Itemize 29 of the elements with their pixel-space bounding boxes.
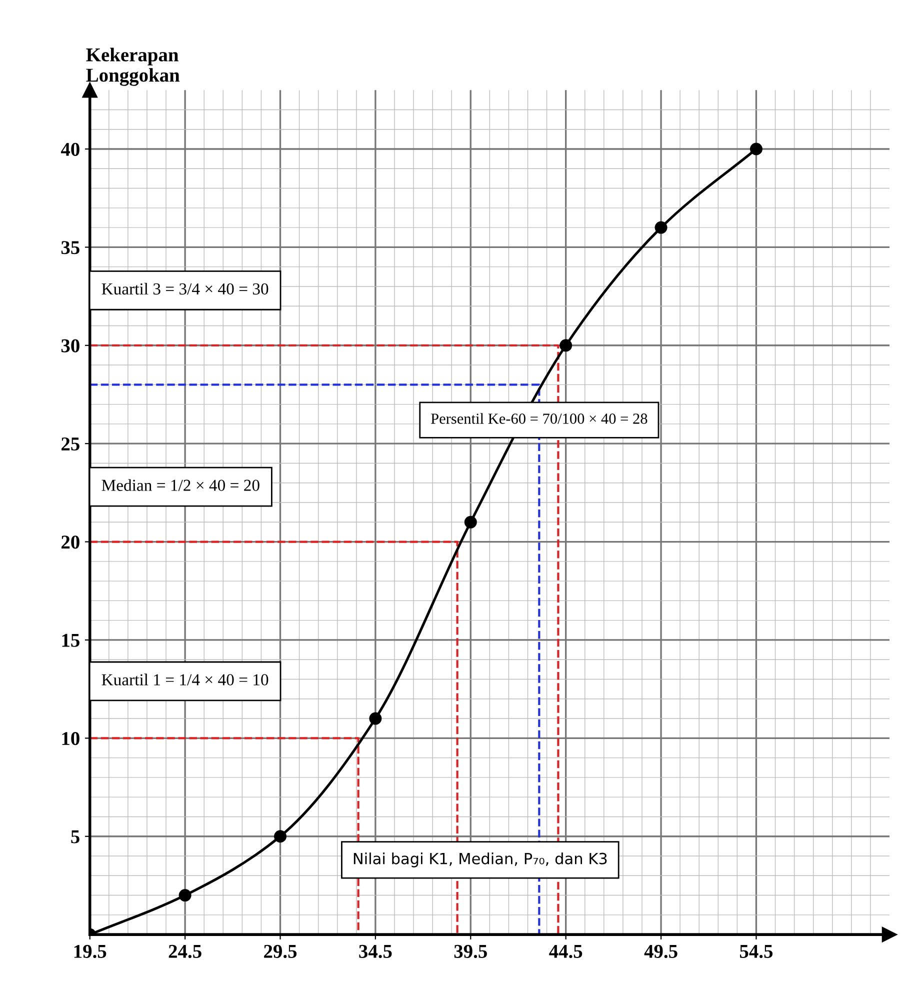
point — [274, 830, 287, 843]
y-tick-label: 5 — [71, 830, 80, 844]
annotation: Kuartil 3 = 3/4 × 40 = 30 — [102, 282, 268, 295]
x-tick-label: 29.5 — [264, 944, 297, 958]
y-tick-label: 30 — [61, 339, 80, 352]
x-tick-label: 39.5 — [454, 944, 487, 958]
x-tick-label: 49.5 — [644, 944, 678, 958]
annotation: Median = 1/2 × 40 = 20 — [102, 479, 260, 491]
y-tick-label: 40 — [60, 142, 80, 156]
point — [750, 142, 762, 156]
annotation: Kuartil 1 = 1/4 × 40 = 10 — [102, 674, 268, 686]
point — [178, 889, 192, 902]
y-axis-title: Kekerapan Longgokan — [86, 48, 180, 86]
annotation: Persentil Ke-60 = 70/100 × 40 = 28 — [431, 413, 648, 424]
x-tick-label: 54.5 — [740, 944, 773, 958]
y-tick-label: 20 — [62, 536, 80, 549]
y-tick-label: 10 — [62, 732, 80, 746]
x-tick-label: 24.5 — [168, 944, 202, 958]
point — [654, 221, 668, 234]
point — [464, 516, 477, 528]
x-tick-label: 34.5 — [359, 944, 392, 958]
y-tick-label: 35 — [61, 241, 80, 254]
y-tick-label: 25 — [62, 437, 80, 451]
point — [560, 339, 572, 352]
annotation: Nilai bagi K1, Median, P₇₀, dan K3 — [354, 852, 607, 868]
point — [369, 712, 382, 725]
y-tick-label: 15 — [62, 634, 80, 647]
x-tick-label: 19.5 — [74, 944, 106, 958]
x-tick-label: 44.5 — [549, 944, 582, 958]
